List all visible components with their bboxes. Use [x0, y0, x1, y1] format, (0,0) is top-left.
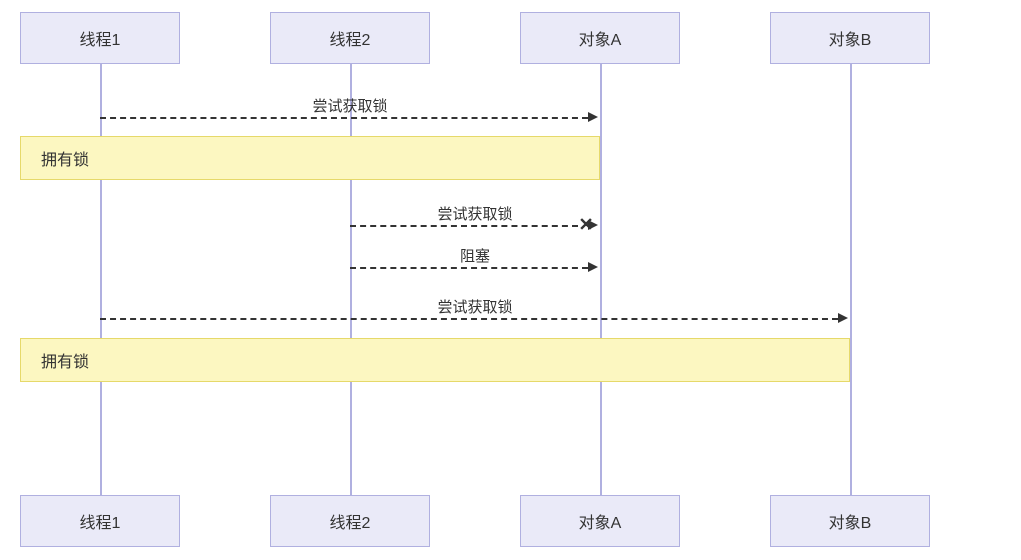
lifeline-ob [850, 64, 852, 495]
participant-t2-top: 线程2 [270, 12, 430, 64]
participant-ob-bottom: 对象B [770, 495, 930, 547]
participant-t2-bottom: 线程2 [270, 495, 430, 547]
message-line-2 [350, 267, 588, 269]
arrowhead-right-icon [838, 313, 848, 323]
arrowhead-right-icon [588, 262, 598, 272]
message-line-3 [100, 318, 838, 320]
message-label-2: 阻塞 [460, 245, 490, 266]
lifeline-t1 [100, 64, 102, 495]
message-line-0 [100, 117, 588, 119]
message-line-1 [350, 225, 578, 227]
participant-oa-bottom: 对象A [520, 495, 680, 547]
note-0: 拥有锁 [20, 136, 600, 180]
sequence-diagram: 拥有锁拥有锁尝试获取锁尝试获取锁✕阻塞尝试获取锁线程1线程2对象A对象B线程1线… [0, 0, 1021, 560]
message-label-1: 尝试获取锁 [437, 203, 512, 224]
arrowhead-right-icon [588, 220, 598, 230]
lifeline-oa [600, 64, 602, 495]
participant-t1-top: 线程1 [20, 12, 180, 64]
participant-ob-top: 对象B [770, 12, 930, 64]
message-label-0: 尝试获取锁 [312, 95, 387, 116]
note-1: 拥有锁 [20, 338, 850, 382]
participant-oa-top: 对象A [520, 12, 680, 64]
message-label-3: 尝试获取锁 [437, 296, 512, 317]
participant-t1-bottom: 线程1 [20, 495, 180, 547]
lifeline-t2 [350, 64, 352, 495]
arrowhead-right-icon [588, 112, 598, 122]
